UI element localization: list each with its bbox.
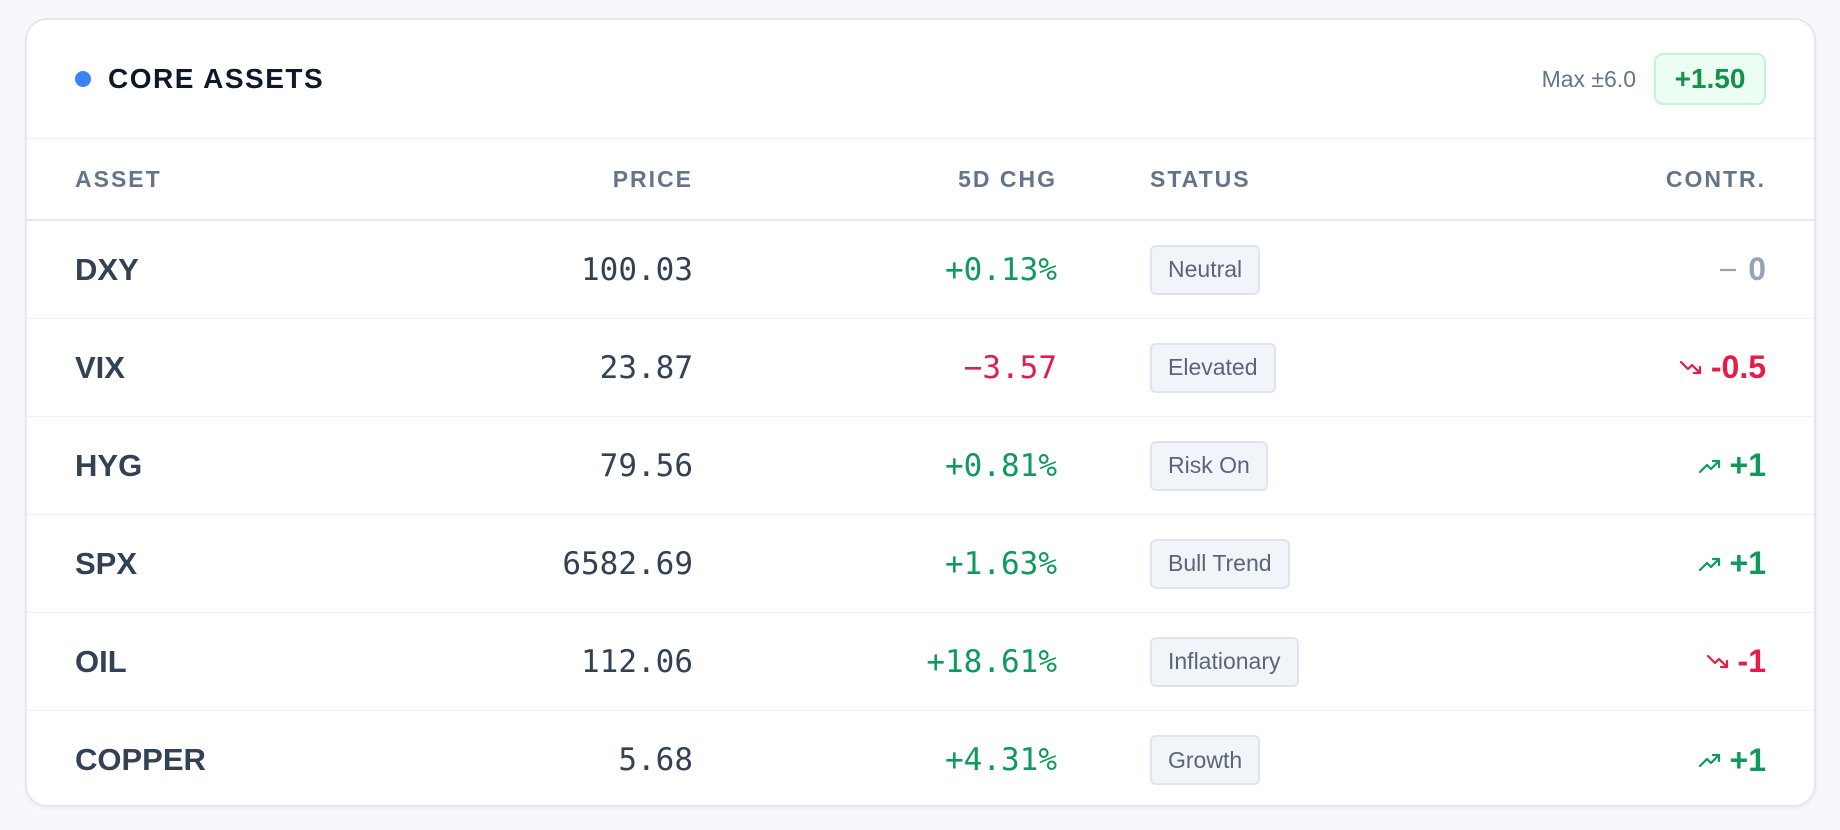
contribution-cell: +1 (1698, 417, 1766, 514)
contribution-cell: -1 (1706, 613, 1766, 710)
five-day-change: +1.63% (945, 545, 1057, 582)
trending-up-icon (1698, 454, 1722, 478)
column-header-asset[interactable]: ASSET (75, 165, 162, 192)
trending-up-icon (1698, 552, 1722, 576)
card-title: CORE ASSETS (108, 63, 325, 94)
contribution-value: +1 (1729, 741, 1766, 778)
column-header-price[interactable]: PRICE (612, 165, 693, 192)
header-score: Max ±6.0 +1.50 (1542, 53, 1766, 105)
table-body: DXY 100.03 +0.13% Neutral 0 VIX 23.87 −3.57 Elev… (27, 221, 1814, 805)
core-assets-card: CORE ASSETS Max ±6.0 +1.50 ASSET PRICE 5… (25, 18, 1816, 807)
trending-down-icon (1706, 650, 1730, 674)
contribution-value: +1 (1729, 447, 1766, 483)
asset-name: OIL (75, 643, 127, 679)
asset-price: 5.68 (618, 742, 693, 778)
asset-price: 112.06 (581, 643, 693, 680)
table-row[interactable]: COPPER 5.68 +4.31% Growth +1 (27, 711, 1814, 805)
status-badge: Neutral (1150, 244, 1261, 295)
table-row[interactable]: OIL 112.06 +18.61% Inflationary -1 (27, 613, 1814, 711)
column-header-status[interactable]: STATUS (1150, 165, 1251, 192)
minus-icon (1716, 258, 1740, 282)
asset-price: 100.03 (581, 251, 693, 288)
asset-name: HYG (75, 447, 143, 483)
asset-price: 6582.69 (562, 545, 693, 582)
status-cell: Risk On (1150, 417, 1268, 514)
contribution-value: 0 (1748, 251, 1766, 287)
status-cell: Bull Trend (1150, 515, 1290, 612)
status-badge: Risk On (1150, 440, 1268, 491)
asset-name: VIX (75, 349, 125, 385)
contribution-value: +1 (1729, 545, 1766, 581)
card-header: CORE ASSETS Max ±6.0 +1.50 (27, 20, 1814, 139)
five-day-change: +18.61% (926, 643, 1057, 680)
contribution-value: -0.5 (1710, 349, 1766, 385)
column-header-5d-chg[interactable]: 5D CHG (958, 165, 1057, 192)
contribution-cell: +1 (1698, 711, 1766, 805)
table-row[interactable]: VIX 23.87 −3.57 Elevated -0.5 (27, 319, 1814, 417)
five-day-change: −3.57 (963, 349, 1057, 386)
contribution-cell: +1 (1698, 515, 1766, 612)
contribution-cell: -0.5 (1679, 319, 1766, 416)
table-row[interactable]: SPX 6582.69 +1.63% Bull Trend +1 (27, 515, 1814, 613)
total-score-badge: +1.50 (1654, 53, 1766, 105)
table-row[interactable]: DXY 100.03 +0.13% Neutral 0 (27, 221, 1814, 319)
trending-up-icon (1698, 748, 1722, 772)
asset-name: DXY (75, 251, 139, 287)
status-cell: Growth (1150, 711, 1261, 805)
asset-name: COPPER (75, 742, 206, 777)
five-day-change: +4.31% (945, 742, 1057, 778)
status-cell: Inflationary (1150, 613, 1299, 710)
title-wrap: CORE ASSETS (75, 63, 324, 95)
five-day-change: +0.13% (945, 251, 1057, 288)
max-label: Max ±6.0 (1541, 65, 1636, 92)
table-row[interactable]: HYG 79.56 +0.81% Risk On +1 (27, 417, 1814, 515)
contribution-cell: 0 (1716, 221, 1766, 318)
column-header-contr[interactable]: CONTR. (1665, 165, 1766, 192)
status-badge: Growth (1150, 735, 1261, 785)
status-badge: Inflationary (1150, 636, 1299, 687)
status-badge: Elevated (1150, 342, 1276, 393)
status-dot-icon (75, 71, 91, 87)
status-cell: Elevated (1150, 319, 1276, 416)
asset-price: 23.87 (599, 349, 693, 386)
table-header-row: ASSET PRICE 5D CHG STATUS CONTR. (27, 139, 1814, 221)
five-day-change: +0.81% (945, 447, 1057, 484)
assets-table: ASSET PRICE 5D CHG STATUS CONTR. DXY 100.… (27, 139, 1814, 805)
trending-down-icon (1679, 356, 1703, 380)
status-badge: Bull Trend (1150, 538, 1290, 589)
asset-name: SPX (75, 545, 138, 581)
status-cell: Neutral (1150, 221, 1261, 318)
asset-price: 79.56 (599, 447, 693, 484)
contribution-value: -1 (1737, 643, 1766, 679)
